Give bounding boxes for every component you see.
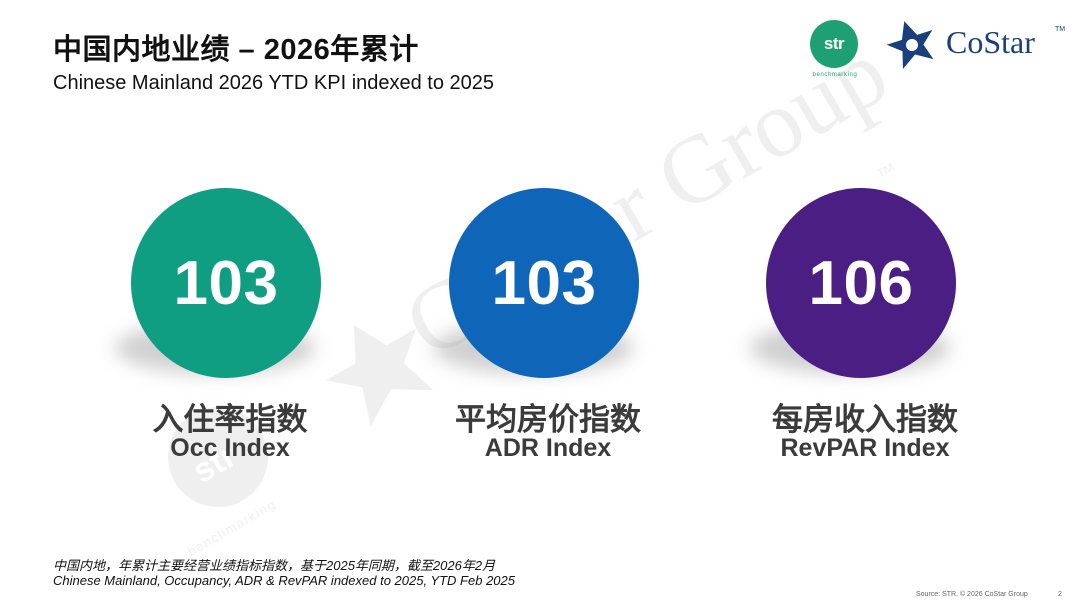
kpi-value-occ: 103 bbox=[173, 248, 279, 318]
watermark-str-subtext: benchmarking bbox=[185, 496, 279, 559]
kpi-label-en-revpar: RevPAR Index bbox=[780, 434, 950, 462]
kpi-value-revpar: 106 bbox=[808, 248, 914, 318]
kpi-label-cn-occ: 入住率指数 bbox=[152, 402, 308, 437]
str-benchmarking-logo: str benchmarking bbox=[809, 20, 861, 82]
kpi-value-adr: 103 bbox=[491, 248, 597, 318]
kpi-adr-index: 103 平均房价指数 ADR Index bbox=[418, 188, 678, 488]
source-credit: Source: STR. © 2026 CoStar Group bbox=[916, 591, 1028, 598]
kpi-label-en-occ: Occ Index bbox=[170, 434, 290, 462]
kpi-label-cn-adr: 平均房价指数 bbox=[455, 402, 641, 437]
str-logo-subtext: benchmarking bbox=[812, 72, 858, 78]
page-title: 中国内地业绩 – 2026年累计 bbox=[53, 34, 419, 66]
costar-logo-text: CoStar bbox=[946, 24, 1035, 60]
kpi-circle-occ: 103 bbox=[131, 188, 321, 378]
kpi-circle-revpar: 106 bbox=[766, 188, 956, 378]
str-logo-circle: str bbox=[810, 20, 858, 68]
footnote-en: Chinese Mainland, Occupancy, ADR & RevPA… bbox=[53, 573, 515, 588]
watermark-tm-text: TM bbox=[875, 160, 897, 181]
kpi-occ-index: 103 入住率指数 Occ Index bbox=[100, 188, 360, 488]
kpi-label-en-adr: ADR Index bbox=[484, 434, 612, 462]
footnote-cn: 中国内地，年累计主要经营业绩指标指数，基于2025年同期，截至2026年2月 bbox=[53, 558, 496, 573]
page-number: 2 bbox=[1058, 591, 1062, 598]
kpi-revpar-index: 106 每房收入指数 RevPAR Index bbox=[735, 188, 995, 488]
kpi-circle-adr: 103 bbox=[449, 188, 639, 378]
costar-star-icon bbox=[886, 21, 934, 69]
page-subtitle: Chinese Mainland 2026 YTD KPI indexed to… bbox=[53, 72, 495, 94]
kpi-label-cn-revpar: 每房收入指数 bbox=[772, 402, 958, 437]
costar-tm-mark: TM bbox=[1055, 26, 1066, 33]
